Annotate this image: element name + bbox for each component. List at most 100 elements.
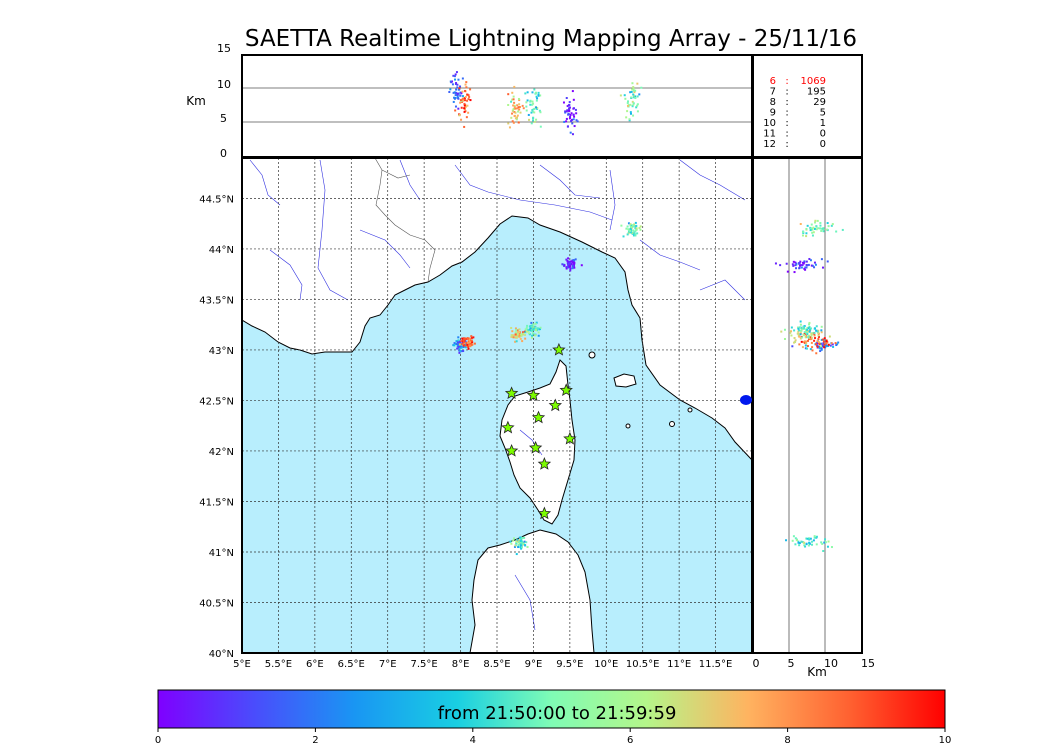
latitude-point	[831, 223, 834, 226]
lightning-point	[465, 337, 468, 340]
altitude-point	[467, 94, 470, 97]
altitude-point	[625, 116, 628, 119]
lightning-point	[458, 351, 461, 354]
latitude-point	[807, 544, 810, 547]
lightning-point	[561, 263, 564, 266]
latitude-point	[830, 546, 833, 549]
lightning-point	[514, 327, 517, 330]
latitude-point	[789, 331, 792, 334]
lightning-point	[473, 342, 476, 345]
lightning-point	[534, 334, 537, 337]
altitude-point	[564, 111, 567, 114]
altitude-point	[514, 117, 517, 120]
lightning-point	[565, 267, 568, 270]
lightning-point	[511, 330, 514, 333]
map-ytick-label: 41°N	[209, 548, 234, 559]
altitude-point	[455, 88, 458, 91]
map-xtick-label: 7.5°E	[411, 659, 438, 670]
altitude-point	[465, 116, 468, 119]
lightning-point	[519, 543, 522, 546]
latitude-point	[813, 339, 816, 342]
station-star	[526, 388, 541, 402]
altitude-point	[629, 103, 632, 106]
lightning-point	[520, 546, 523, 549]
lightning-point	[530, 329, 533, 332]
altitude-point	[453, 97, 456, 100]
latitude-point	[820, 329, 823, 332]
lightning-point	[634, 234, 637, 237]
lightning-point	[527, 330, 530, 333]
latitude-point	[804, 347, 807, 350]
latitude-point	[811, 228, 814, 231]
station-star	[563, 431, 577, 445]
latitude-point	[811, 543, 814, 546]
altitude-point	[572, 118, 575, 121]
latitude-point	[821, 227, 824, 230]
altitude-point	[513, 106, 516, 109]
altitude-point	[454, 105, 457, 108]
lightning-point	[515, 542, 518, 545]
latitude-point	[815, 343, 818, 346]
lightning-point	[534, 329, 537, 332]
latitude-point	[797, 541, 800, 544]
latitude-point	[818, 347, 821, 350]
latitude-point	[819, 346, 822, 349]
latitude-point	[791, 263, 794, 266]
lightning-point	[466, 341, 469, 344]
lightning-point	[463, 342, 466, 345]
lightning-point	[458, 349, 461, 352]
lightning-point	[453, 342, 456, 345]
lightning-point	[567, 257, 570, 260]
altitude-point	[511, 120, 514, 123]
latitude-point	[799, 337, 802, 340]
altitude-point	[463, 99, 466, 102]
altitude-point	[628, 119, 631, 122]
altitude-point	[511, 98, 514, 101]
altitude-point	[518, 99, 521, 102]
lightning-point	[531, 328, 534, 331]
altitude-point	[511, 112, 514, 115]
station-star	[528, 440, 543, 454]
latitude-point	[798, 335, 801, 338]
lightning-point	[632, 229, 635, 232]
station-markers	[501, 342, 577, 520]
lightning-point	[464, 342, 467, 345]
altitude-point	[460, 92, 463, 95]
altitude-point	[636, 110, 639, 113]
altitude-point	[632, 96, 635, 99]
latitude-point	[813, 266, 816, 269]
altitude-point	[449, 88, 452, 91]
latitude-point	[797, 540, 800, 543]
latitude-point	[791, 345, 794, 348]
pianosa-island	[687, 407, 693, 413]
altitude-point	[533, 88, 536, 91]
altitude-point	[533, 111, 536, 114]
altitude-point	[626, 102, 629, 105]
latitude-point	[785, 262, 788, 265]
altitude-point	[525, 101, 528, 104]
latitude-point	[814, 219, 817, 222]
latitude-point	[798, 544, 801, 547]
altitude-point	[630, 96, 633, 99]
lightning-point	[514, 331, 517, 334]
latitude-point	[803, 340, 806, 343]
lightning-point	[571, 265, 574, 268]
latitude-point	[822, 549, 825, 552]
lightning-point	[509, 540, 512, 543]
altitude-point	[460, 106, 463, 109]
map-xtick-label: 10.5°E	[626, 659, 660, 670]
altitude-point	[453, 75, 456, 78]
latitude-point	[824, 538, 827, 541]
altitude-point	[536, 107, 539, 110]
lightning-point	[521, 542, 524, 545]
altitude-point	[454, 109, 457, 112]
lightning-point	[518, 335, 521, 338]
lightning-point	[524, 328, 527, 331]
altitude-point	[469, 88, 472, 91]
latitude-point	[820, 229, 823, 232]
lightning-point	[462, 339, 465, 342]
latitude-point	[806, 224, 809, 227]
lightning-point	[569, 269, 572, 272]
latitude-point	[820, 347, 823, 350]
